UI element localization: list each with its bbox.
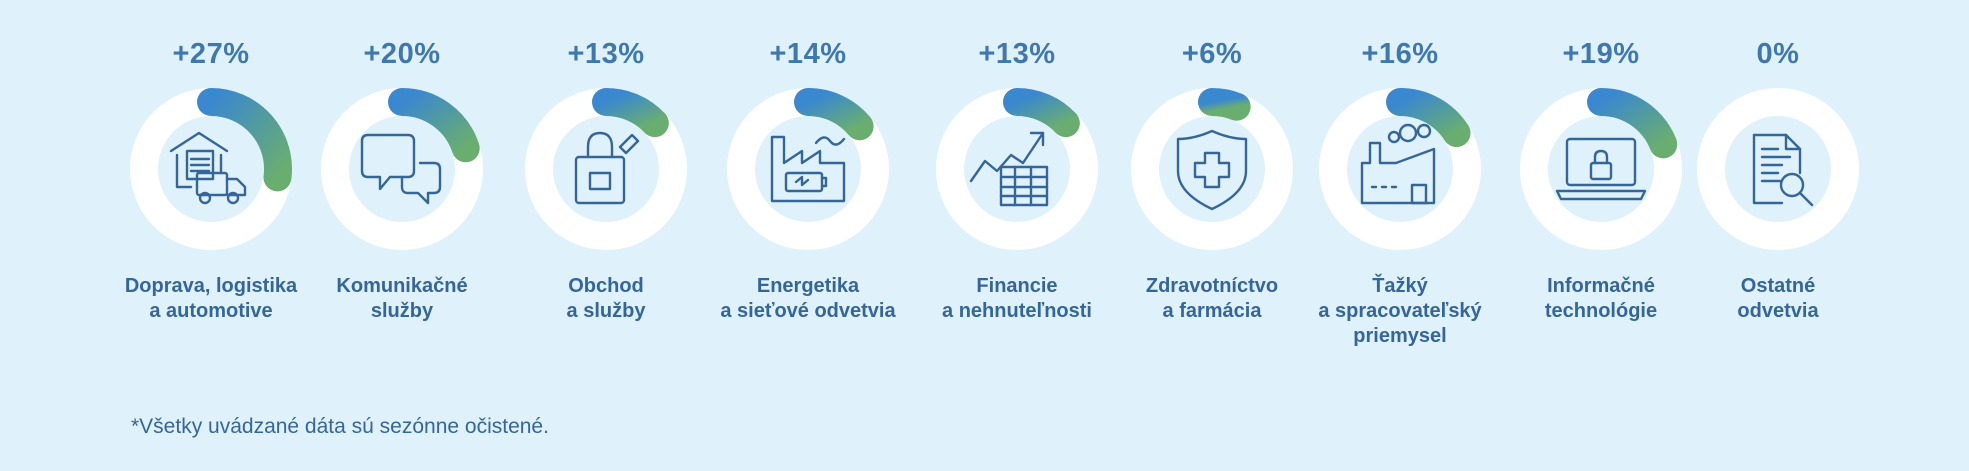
growth-percent-label: 0%: [1756, 38, 1800, 70]
value-arc: [1386, 88, 1471, 148]
sector-label-line: a sieťové odvetvia: [720, 300, 896, 322]
sector-label-line: Komunikačné: [336, 275, 468, 297]
donut-ring: [936, 88, 1098, 250]
value-arc: [1003, 88, 1080, 138]
warehouse-truck-icon: [169, 131, 247, 205]
shopping-bag-icon: [574, 131, 640, 205]
donut-ring: [1319, 88, 1481, 250]
sector-label-line: technológie: [1544, 300, 1658, 322]
donut-ring: [1131, 88, 1293, 250]
growth-percent-label: +14%: [769, 38, 847, 70]
growth-percent-label: +20%: [363, 38, 441, 70]
donut-ring: [727, 88, 889, 250]
value-arc: [388, 88, 480, 163]
sector-label: Ťažký a spracovateľský priemysel: [1280, 274, 1520, 349]
growth-percent-label: +19%: [1562, 38, 1640, 70]
sector-label: Energetika a sieťové odvetvia: [688, 274, 928, 324]
sector-label-line: Ostatné: [1740, 275, 1816, 297]
sector-label-line: a farmácia: [1162, 300, 1262, 322]
sector-label-line: a spracovateľský: [1318, 300, 1482, 322]
sector-label-line: odvetvia: [1737, 300, 1819, 322]
donut-ring: [1697, 88, 1859, 250]
sector-label-line: Energetika: [756, 275, 860, 297]
sector-label: Doprava, logistika a automotive: [91, 274, 331, 324]
growth-percent-label: +16%: [1361, 38, 1439, 70]
ring-track: [1697, 88, 1859, 250]
sector-label-line: a automotive: [149, 300, 273, 322]
ring-track: [1131, 88, 1293, 250]
growth-percent-label: +6%: [1181, 38, 1243, 70]
growth-percent-label: +27%: [172, 38, 250, 70]
sector-label-line: Obchod: [568, 275, 644, 297]
sector-label: Ostatné odvetvia: [1658, 274, 1898, 324]
sector-label-line: a nehnuteľnosti: [942, 300, 1092, 322]
medical-shield-icon: [1176, 129, 1248, 211]
value-arc: [592, 88, 669, 138]
finance-chart-icon: [969, 131, 1049, 207]
donut-ring: [1520, 88, 1682, 250]
footnote: *Všetky uvádzané dáta sú sezónne očisten…: [131, 415, 549, 438]
value-arc: [197, 88, 292, 192]
sector-label: Financie a nehnuteľnosti: [897, 274, 1137, 324]
laptop-lock-icon: [1555, 137, 1647, 201]
sector-label-line: Financie: [976, 275, 1058, 297]
sector-label: Informačné technológie: [1481, 274, 1721, 324]
sector-label-line: a služby: [566, 300, 646, 322]
sector-label-line: priemysel: [1353, 325, 1447, 347]
sector-label-line: Zdravotníctvo: [1145, 275, 1279, 297]
donut-ring: [130, 88, 292, 250]
sector-label-line: služby: [370, 300, 434, 322]
sector-label-line: Doprava, logistika: [124, 275, 298, 297]
donut-ring: [525, 88, 687, 250]
sector-label-line: Ťažký: [1372, 275, 1428, 297]
value-arc: [1587, 88, 1678, 159]
sector-label: Zdravotníctvo a farmácia: [1092, 274, 1332, 324]
sector-label: Obchod a služby: [486, 274, 726, 324]
growth-percent-label: +13%: [978, 38, 1056, 70]
heavy-industry-icon: [1360, 123, 1436, 205]
document-search-icon: [1752, 133, 1814, 207]
sector-label-line: Informačné: [1547, 275, 1655, 297]
value-arc: [1198, 88, 1251, 121]
donut-ring: [321, 88, 483, 250]
factory-battery-icon: [770, 135, 846, 203]
sector-label: Komunikačné služby: [282, 274, 522, 324]
chat-bubbles-icon: [360, 133, 442, 205]
growth-percent-label: +13%: [567, 38, 645, 70]
value-arc: [794, 88, 874, 141]
